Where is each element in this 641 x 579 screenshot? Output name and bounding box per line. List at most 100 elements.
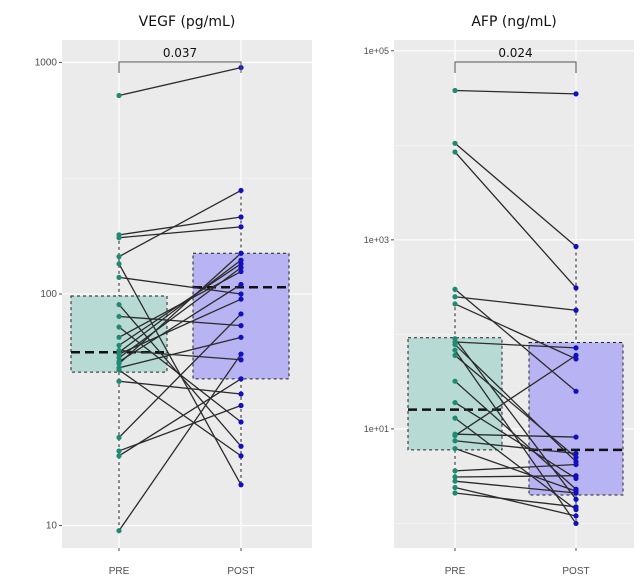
pair-line: [118, 349, 242, 361]
point-pre: [452, 286, 458, 292]
y-tick-label: 1e+03: [364, 235, 389, 245]
point-post: [238, 281, 244, 288]
p-value-label: 0.024: [498, 46, 532, 60]
significance-bracket: [454, 61, 577, 73]
pair-line: [118, 66, 242, 97]
point-post: [573, 513, 579, 519]
pair-line: [454, 151, 577, 289]
point-pre: [116, 92, 122, 99]
point-post: [238, 453, 244, 459]
y-tick-label: 1e+01: [364, 424, 389, 434]
y-tick-label: 1e+05: [364, 46, 389, 56]
pair-line: [118, 404, 242, 452]
pair-line: [454, 303, 577, 360]
point-post: [238, 261, 244, 267]
point-post: [238, 482, 244, 488]
point-post: [573, 507, 579, 513]
point-post: [238, 357, 244, 363]
point-post: [573, 454, 579, 460]
point-pre: [452, 149, 458, 155]
point-post: [573, 459, 579, 465]
point-pre: [452, 336, 458, 342]
pair-line: [454, 440, 577, 455]
point-post: [238, 376, 244, 382]
pair-line: [118, 315, 242, 327]
pair-line: [118, 270, 242, 338]
point-pre: [452, 415, 458, 421]
point-pre: [116, 334, 122, 340]
pair-line: [118, 276, 242, 295]
panel-title: VEGF (pg/mL): [139, 14, 236, 30]
point-pre: [116, 359, 122, 365]
point-post: [238, 250, 244, 256]
point-post: [238, 334, 244, 340]
pair-line: [118, 189, 242, 258]
pair-line: [118, 380, 242, 395]
point-post: [573, 434, 579, 440]
point-post: [238, 419, 244, 425]
significance-bracket: [118, 61, 242, 73]
point-pre: [452, 87, 458, 94]
p-value-label: 0.037: [163, 46, 197, 60]
point-pre: [116, 313, 122, 320]
y-tick-label: 1000: [35, 57, 58, 68]
point-pre: [452, 431, 458, 437]
point-post: [573, 243, 579, 250]
pair-line: [118, 226, 242, 239]
point-pre: [452, 378, 458, 384]
point-post: [238, 402, 244, 409]
y-tick-label: 100: [40, 289, 57, 300]
point-post: [238, 296, 244, 302]
pair-line: [454, 338, 577, 500]
pair-line: [118, 216, 242, 236]
point-post: [573, 91, 579, 97]
point-post: [238, 265, 244, 271]
pair-line: [454, 344, 577, 463]
point-post: [573, 388, 579, 394]
point-pre: [452, 484, 458, 491]
point-pre: [116, 355, 122, 361]
point-pre: [452, 438, 458, 444]
pair-line: [454, 354, 577, 437]
point-post: [573, 352, 579, 358]
point-pre: [452, 445, 458, 452]
box-post: [528, 342, 624, 496]
pair-line: [454, 402, 577, 479]
point-pre: [116, 347, 122, 354]
y-tick-label: 10: [46, 521, 58, 532]
point-pre: [116, 261, 122, 267]
point-post: [238, 291, 244, 297]
pair-line: [454, 142, 577, 248]
pair-line: [454, 492, 577, 508]
pair-line: [454, 296, 577, 311]
point-pre: [452, 294, 458, 300]
point-pre: [116, 378, 122, 384]
point-pre: [116, 528, 122, 534]
point-pre: [452, 474, 458, 480]
pair-line: [454, 475, 577, 478]
pair-line: [118, 259, 242, 353]
point-post: [238, 257, 244, 263]
point-post: [238, 323, 244, 329]
pair-line: [118, 298, 242, 355]
pair-line: [118, 263, 242, 486]
point-post: [238, 351, 244, 357]
pair-line: [454, 480, 577, 494]
point-post: [238, 268, 244, 275]
point-pre: [116, 232, 122, 238]
point-post: [238, 224, 244, 230]
point-pre: [452, 490, 458, 496]
panel-vegf: 10 100 1000 0.037 PRE POST VEGF (pg/mL): [35, 14, 312, 577]
panel-afp: 1e+01 1e+03 1e+05 0.024 PRE POST AFP (ng/mL): [364, 14, 634, 577]
point-post: [238, 391, 244, 397]
point-pre: [116, 254, 122, 260]
pair-line: [118, 369, 242, 457]
point-pre: [116, 434, 122, 441]
pair-line: [454, 288, 577, 392]
point-post: [238, 214, 244, 220]
point-post: [573, 356, 579, 362]
pair-line: [118, 283, 242, 363]
point-pre: [452, 468, 458, 474]
point-pre: [452, 478, 458, 484]
